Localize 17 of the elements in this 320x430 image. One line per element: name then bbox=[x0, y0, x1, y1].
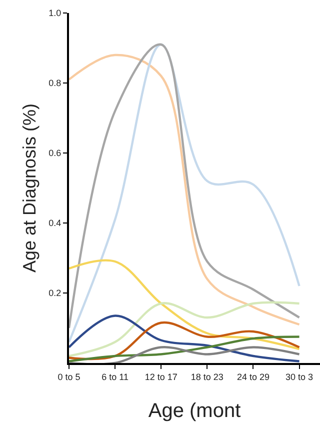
line-series bbox=[69, 336, 300, 362]
x-axis-title: Age (mont bbox=[148, 400, 242, 422]
y-tick-label: 0.4 bbox=[48, 218, 62, 228]
x-tick-label: 12 to 17 bbox=[144, 372, 178, 382]
y-tick-label: 0.6 bbox=[48, 148, 62, 158]
line-series bbox=[69, 301, 300, 358]
x-tick-label: 6 to 11 bbox=[102, 372, 128, 382]
y-tick-label: 1.0 bbox=[48, 8, 62, 18]
x-tick-label: 18 to 23 bbox=[190, 372, 224, 382]
y-tick-label: 0.8 bbox=[48, 78, 62, 88]
x-tick-label: 30 to 3 bbox=[286, 372, 314, 382]
line-series bbox=[69, 314, 300, 362]
y-tick-label: 0.2 bbox=[48, 288, 62, 298]
line-series bbox=[69, 259, 300, 350]
x-tick-label: 24 to 29 bbox=[236, 372, 270, 382]
x-tick-label: 0 to 5 bbox=[58, 372, 80, 382]
y-axis-title: Age at Diagnosis (%) bbox=[19, 103, 40, 273]
